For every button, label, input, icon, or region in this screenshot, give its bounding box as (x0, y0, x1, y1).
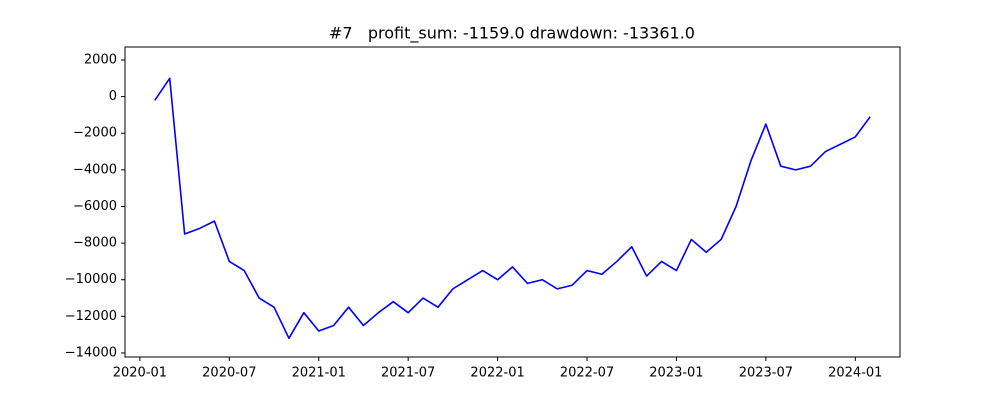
y-tick-label: 0 (109, 89, 117, 104)
y-tick-label: −2000 (73, 126, 117, 141)
x-tick-label: 2020-01 (113, 366, 167, 381)
y-tick-label: −14000 (65, 345, 117, 360)
plot-frame (124, 46, 901, 358)
y-tick-label: −8000 (73, 236, 117, 251)
x-tick-label: 2022-01 (470, 366, 524, 381)
y-tick-label: −12000 (65, 309, 117, 324)
y-tick-label: −10000 (65, 272, 117, 287)
y-tick-label: −4000 (73, 162, 117, 177)
x-tick-label: 2023-07 (739, 366, 793, 381)
series-line (154, 77, 871, 340)
x-tick-label: 2021-07 (381, 366, 435, 381)
x-tick-label: 2021-01 (292, 366, 346, 381)
chart-title: #7 profit_sum: -1159.0 drawdown: -13361.… (329, 24, 695, 44)
y-tick-label: 2000 (84, 53, 117, 68)
x-tick-label: 2023-01 (649, 366, 703, 381)
x-tick-label: 2022-07 (560, 366, 614, 381)
x-tick-label: 2020-07 (202, 366, 256, 381)
y-tick-label: −6000 (73, 199, 117, 214)
x-tick-label: 2024-01 (828, 366, 882, 381)
